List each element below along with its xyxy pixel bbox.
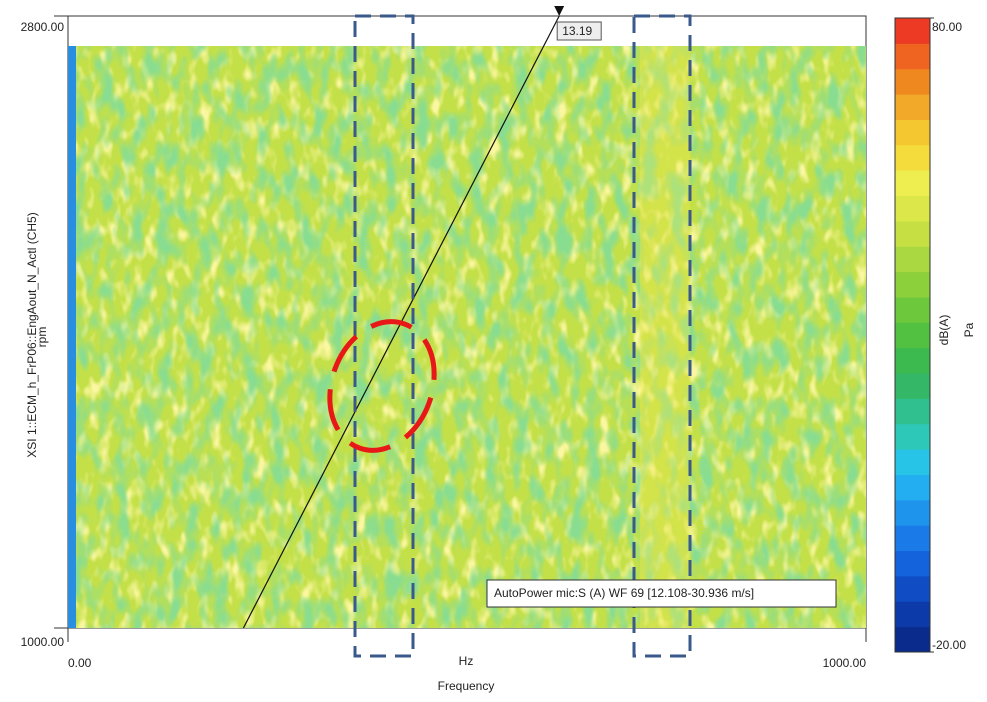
colorbar-segment (895, 575, 930, 602)
legend-box (486, 579, 837, 608)
colorbar-title: dB(A) (937, 315, 951, 346)
colorbar-segment (895, 119, 930, 146)
cursor-label: 13.19 (562, 24, 592, 38)
spectrogram (68, 46, 866, 628)
colorbar-segment (895, 474, 930, 501)
highlight-box (632, 14, 692, 658)
x-axis-title: Frequency (438, 679, 495, 693)
highlight-ellipse (327, 319, 437, 453)
colorbar-segment (895, 271, 930, 298)
colorbar-segment (895, 43, 930, 70)
colorbar-segment (895, 94, 930, 120)
x-tick-label: 1000.00 (823, 656, 867, 670)
colorbar-segment (895, 525, 930, 552)
y-tick-label: 2800.00 (21, 20, 65, 34)
colorbar-segment (895, 18, 930, 44)
colorbar-unit: Pa (962, 322, 976, 337)
colorbar-tick-label: 80.00 (932, 20, 962, 34)
colorbar-segment (895, 601, 930, 628)
colorbar-segment (895, 398, 930, 425)
colorbar-segment (895, 449, 930, 475)
colorbar-segment (895, 423, 930, 450)
y-unit: rpm (35, 327, 49, 348)
colorbar-segment (895, 144, 930, 171)
colorbar-segment (895, 626, 930, 653)
colorbar-segment (895, 246, 930, 273)
colorbar-segment (895, 220, 930, 247)
colorbar-segment (895, 170, 930, 197)
colorbar-segment (895, 550, 930, 577)
colorbar-tick-label: -20.00 (932, 638, 966, 652)
colorbar-segment (895, 373, 930, 399)
y-tick-label: 1000.00 (21, 635, 65, 649)
colorbar-segment (895, 322, 930, 349)
cursor-label-box (556, 21, 602, 41)
legend-text: AutoPower mic:S (A) WF 69 [12.108-30.936… (494, 586, 754, 600)
x-tick-label: 0.00 (68, 656, 92, 670)
colorbar-segment (895, 499, 930, 526)
cursor-marker (554, 6, 565, 16)
colorbar-segment (895, 296, 930, 323)
colorbar-segment (895, 347, 930, 374)
colorbar-frame (894, 17, 931, 653)
x-unit: Hz (459, 654, 474, 668)
colorbar-segment (895, 68, 930, 95)
y-axis-title: XSI 1::ECM_h_FrP06::EngAout_N_Actl (CH5) (25, 212, 39, 457)
colorbar-segment (895, 195, 930, 222)
